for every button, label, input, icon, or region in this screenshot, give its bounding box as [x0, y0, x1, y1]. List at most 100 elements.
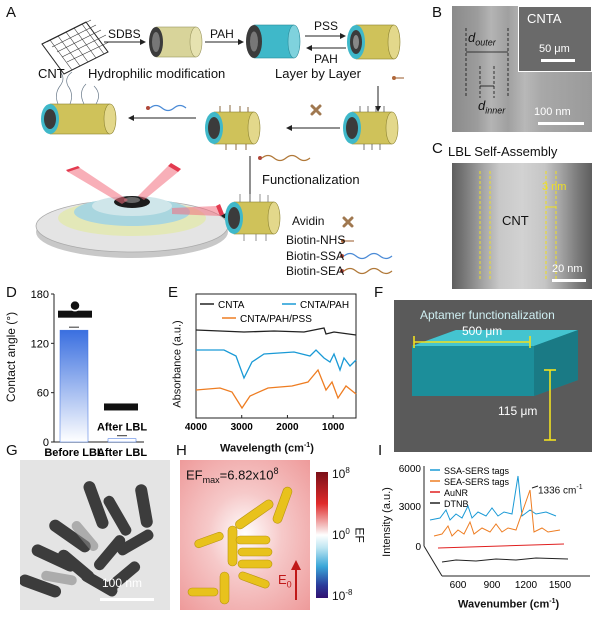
e-x-tick-label: 3000: [231, 422, 254, 433]
e-series-line: [195, 327, 357, 336]
d-bar: [59, 329, 89, 443]
i-legend-label: SSA-SERS tags: [444, 466, 510, 476]
i-y-tick-label: 3000: [399, 502, 422, 513]
e-x-tick-label: 4000: [185, 422, 208, 433]
sers-chart: 0 3000 6000 600 900 1200 1500 SSA-SERS tagsSEA-…: [399, 464, 590, 591]
i-series-line: [429, 475, 557, 521]
arrow-pah-back: [306, 45, 346, 51]
e-legend-label: CNTA: [218, 300, 245, 311]
tube-lbl-icon: [347, 24, 401, 60]
d-annotation: After LBL: [97, 421, 147, 433]
tube-aptamer-icon: [41, 71, 117, 135]
d-y-tick-label: 60: [37, 388, 49, 400]
confocal-image-f: Aptamer functionalization 500 μm 115 μm: [394, 300, 592, 452]
d-droplet-substrate-before: [58, 310, 92, 318]
colorbar: [316, 472, 328, 598]
e-series-line: [195, 368, 357, 410]
legend-avidin-label: Avidin: [292, 214, 325, 228]
d-y-tick-label: 0: [43, 437, 49, 449]
i-depth-axis: [423, 545, 443, 577]
tube-pah-icon: [246, 24, 301, 59]
legend-biotin-sea-icon: [340, 267, 393, 275]
cbar-tick-top: 108: [332, 466, 350, 481]
e-x-tick-label: 1000: [322, 422, 345, 433]
cnt-label: CNT: [38, 66, 65, 81]
i-x-tick-label: 600: [450, 580, 467, 591]
legend-biotin-sea-label: Biotin-SEA: [286, 264, 345, 278]
step-sdbs-label: SDBS: [108, 27, 141, 41]
tube-hydrophilic-icon: [149, 26, 203, 58]
ftir-chart: 4000 3000 2000 1000 CNTA CNTA/PAH CNTA/PAH/PSS: [185, 293, 357, 433]
tube-biotin-icon: [343, 106, 399, 150]
panel-letter-g: G: [6, 442, 18, 459]
e-legend-label: CNTA/PAH: [300, 300, 349, 311]
d-droplet-before: [69, 299, 81, 312]
i-ylabel: Intensity (a.u.): [380, 487, 393, 557]
arrow-pss: [305, 33, 346, 39]
b-scale-label: 100 nm: [534, 106, 571, 118]
h-field-label: E0: [278, 572, 292, 590]
avidin-icon: [310, 104, 322, 116]
legend-biotin-nhs-label: Biotin-NHS: [286, 233, 346, 247]
step-pah-back-label: PAH: [314, 52, 338, 66]
functionalization-label: Functionalization: [262, 172, 360, 187]
panel-letter-c: C: [432, 140, 443, 157]
d-bar: [107, 438, 137, 443]
i-peak-pointer: [531, 485, 539, 489]
c-thickness-label: 3 nm: [542, 181, 567, 193]
d-x-tick-label: Before LBL: [44, 447, 104, 459]
e-xlabel: Wavelength (cm-1): [220, 442, 314, 455]
f-height-label: 115 μm: [498, 404, 538, 418]
i-series-line: [433, 489, 561, 537]
nanorod-assembly: [187, 486, 301, 605]
tube-final-icon: [225, 194, 281, 241]
e-frame: [195, 293, 357, 419]
cbar-tick-mid: 100: [332, 527, 350, 542]
laser-beam-icon: [66, 163, 224, 216]
arrow-pah: [205, 39, 244, 45]
step-pss-label: PSS: [314, 19, 339, 33]
inset-cnta: CNTA 50 μm: [518, 6, 592, 72]
i-legend-label: DTNB: [444, 499, 469, 509]
i-x-tick-label: 900: [484, 580, 501, 591]
i-y-tick-label: 0: [415, 542, 421, 553]
legend-biotin-ssa-label: Biotin-SSA: [286, 249, 345, 263]
d-outer-label: douter: [468, 30, 496, 48]
e-series-line: [196, 349, 357, 380]
d-ylabel: Contact angle (°): [4, 311, 19, 403]
arrow-aptamer: [128, 104, 196, 121]
panel-letter-a: A: [6, 4, 17, 21]
legend-biotin-ssa-icon: [340, 252, 393, 260]
f-title: Aptamer functionalization: [420, 308, 555, 322]
e-ylabel: Absorbance (a.u.): [171, 320, 184, 408]
panel-letter-f: F: [374, 284, 384, 301]
sensor-chip-icon: [35, 196, 229, 258]
panel-letter-e: E: [168, 284, 179, 301]
field-map-h: EFmax=6.82x108 E0: [180, 460, 310, 610]
legend-avidin-icon: [342, 216, 354, 228]
d-inner-label: dinner: [478, 98, 506, 116]
e-x-tick-label: 2000: [276, 422, 299, 433]
h-efmax-label: EFmax=6.82x108: [186, 466, 279, 485]
gold-nanorods: [20, 481, 154, 601]
cnt-mesh-icon: [41, 19, 110, 75]
c-title: LBL Self-Assembly: [448, 144, 558, 159]
i-legend-label: SEA-SERS tags: [444, 477, 510, 487]
inset-scale-bar: [541, 59, 575, 62]
arrow-down-right: [375, 76, 404, 112]
arrow-avidin: [286, 104, 340, 131]
panel-letter-d: D: [6, 284, 17, 301]
d-x-tick-label: After LBL: [97, 447, 147, 459]
i-x-tick-label: 1500: [549, 580, 572, 591]
d-y-tick-label: 180: [31, 289, 49, 301]
i-peak-label: 1336 cm-1: [538, 484, 583, 497]
g-scale-label: 100 nm: [102, 576, 143, 590]
arrow-sdbs: [104, 39, 146, 45]
inset-label: CNTA: [527, 11, 562, 26]
i-xlabel: Wavenumber (cm-1): [458, 598, 560, 611]
tem-image-b: CNTA 50 μm douter dinner 100 nm: [452, 6, 592, 132]
step-pah-label: PAH: [210, 27, 234, 41]
i-x-tick-label: 1200: [515, 580, 538, 591]
e-legend-label: CNTA/PAH/PSS: [240, 314, 312, 325]
panel-letter-i: I: [378, 442, 383, 459]
